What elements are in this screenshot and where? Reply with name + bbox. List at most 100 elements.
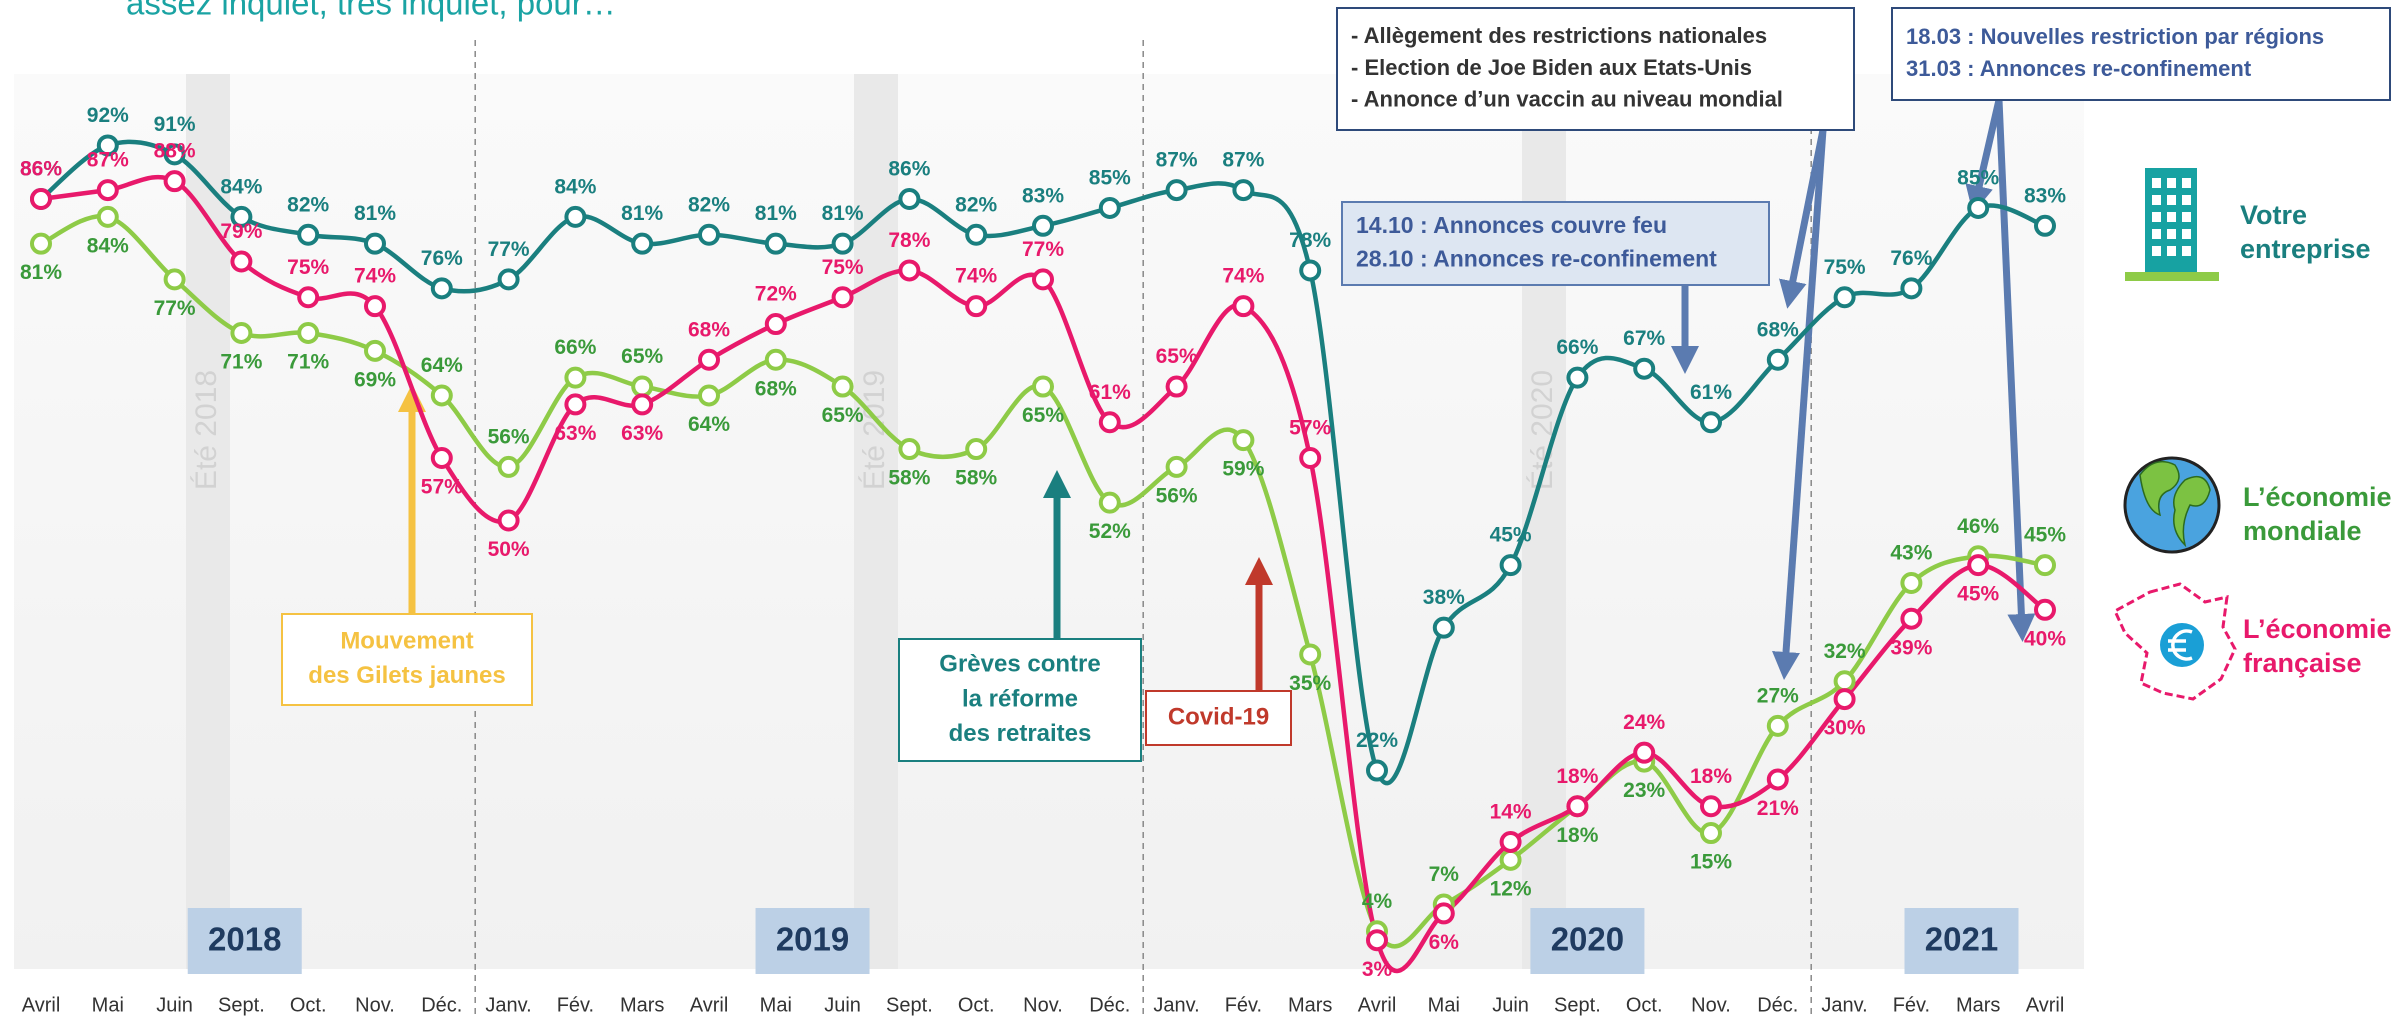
value-label: 46% (1957, 515, 1999, 538)
x-tick-label: Déc. (421, 994, 462, 1016)
data-point (564, 205, 587, 228)
value-label: 92% (87, 104, 129, 127)
icon-window (2152, 212, 2161, 222)
x-tick-label: Avril (2026, 994, 2065, 1016)
data-point (1900, 572, 1923, 595)
value-label: 57% (421, 476, 463, 499)
x-tick-label: Nov. (1691, 994, 1731, 1016)
value-label: 84% (554, 175, 596, 198)
data-point (965, 295, 988, 318)
data-point (163, 143, 186, 166)
data-point (96, 179, 119, 202)
data-point (1299, 643, 1322, 666)
data-point (1165, 375, 1188, 398)
data-point (1232, 429, 1255, 452)
icon-window (2167, 246, 2176, 256)
data-point (1032, 268, 1054, 291)
x-tick-label: Juin (1492, 994, 1529, 1016)
annotation-text: des retraites (949, 720, 1092, 747)
annotation-text: la réforme (962, 685, 1078, 712)
data-point (297, 286, 320, 309)
annotation-text: 14.10 : Annonces couvre feu (1356, 212, 1667, 238)
value-label: 77% (154, 297, 196, 320)
value-label: 40% (2024, 627, 2066, 650)
value-label: 58% (888, 467, 930, 490)
data-point (1499, 554, 1522, 577)
value-label: 64% (421, 354, 463, 377)
data-point (30, 232, 52, 255)
value-label: 68% (755, 377, 797, 400)
annotation-box (1336, 7, 1855, 131)
data-point (1098, 411, 1121, 434)
value-label: 81% (354, 202, 396, 225)
value-label: 22% (1356, 729, 1398, 752)
annotation-text: 28.10 : Annonces re-confinement (1356, 245, 1717, 271)
annotation-arrow (1965, 99, 2003, 214)
data-point (230, 250, 253, 273)
value-label: 75% (822, 256, 864, 279)
data-point (965, 223, 988, 246)
x-tick-label: Fév. (1893, 994, 1930, 1016)
x-tick-label: Mai (1428, 994, 1460, 1016)
value-label: 61% (1089, 381, 1131, 404)
season-band (186, 74, 230, 969)
legend-label: L’économie mondiale (2243, 482, 2392, 546)
x-tick-label: Oct. (290, 994, 327, 1016)
data-point (1165, 455, 1188, 478)
value-label: 3% (1362, 958, 1393, 981)
value-label: 82% (955, 193, 997, 216)
value-label: 78% (1289, 229, 1331, 252)
x-tick-label: Sept. (218, 994, 265, 1016)
value-label: 71% (220, 351, 262, 374)
value-label: 15% (1690, 851, 1732, 874)
annotation-text: Mouvement (340, 627, 473, 654)
icon-window (2182, 195, 2191, 205)
data-point (1366, 929, 1388, 952)
value-label: 68% (1757, 318, 1799, 341)
data-point (1700, 795, 1722, 818)
data-point (96, 134, 119, 157)
x-tick-label: Mars (1288, 994, 1332, 1016)
data-point (96, 205, 119, 228)
value-label: 74% (955, 265, 997, 288)
data-point (1833, 688, 1856, 711)
year-box (755, 908, 870, 974)
value-label: 71% (287, 351, 329, 374)
value-label: 59% (1222, 458, 1264, 481)
x-tick-label: Juin (824, 994, 861, 1016)
x-tick-label: Janv. (485, 994, 531, 1016)
value-label: 18% (1690, 765, 1732, 788)
annotation-box (281, 613, 533, 706)
value-label: 65% (621, 345, 663, 368)
value-label: 58% (955, 467, 997, 490)
value-label: 64% (688, 413, 730, 436)
value-label: 61% (1690, 381, 1732, 404)
icon-euro (2160, 623, 2204, 667)
annotation-text: 18.03 : Nouvelles restriction par région… (1906, 24, 2324, 49)
value-label: 63% (621, 422, 663, 445)
data-point (2034, 554, 2056, 577)
icon-ground (2125, 272, 2219, 281)
value-label: 74% (1222, 265, 1264, 288)
data-point (698, 384, 720, 407)
value-label: 83% (2024, 184, 2066, 207)
series-line (39, 139, 2046, 786)
value-label: 76% (421, 247, 463, 270)
data-point (631, 393, 654, 416)
data-point (965, 438, 988, 461)
value-label: 68% (688, 318, 730, 341)
value-label: 35% (1289, 672, 1331, 695)
value-label: 7% (1429, 863, 1460, 886)
value-label: 56% (1156, 484, 1198, 507)
value-label: 14% (1490, 801, 1532, 824)
annotation-arrow (1779, 129, 1827, 309)
data-point (1165, 179, 1188, 202)
data-point (1700, 822, 1722, 845)
data-point (1299, 446, 1322, 469)
value-label: 18% (1556, 824, 1598, 847)
icon-window (2182, 246, 2191, 256)
value-label: 21% (1757, 797, 1799, 820)
annotation-arrow (1772, 129, 1827, 680)
data-point (364, 232, 386, 255)
